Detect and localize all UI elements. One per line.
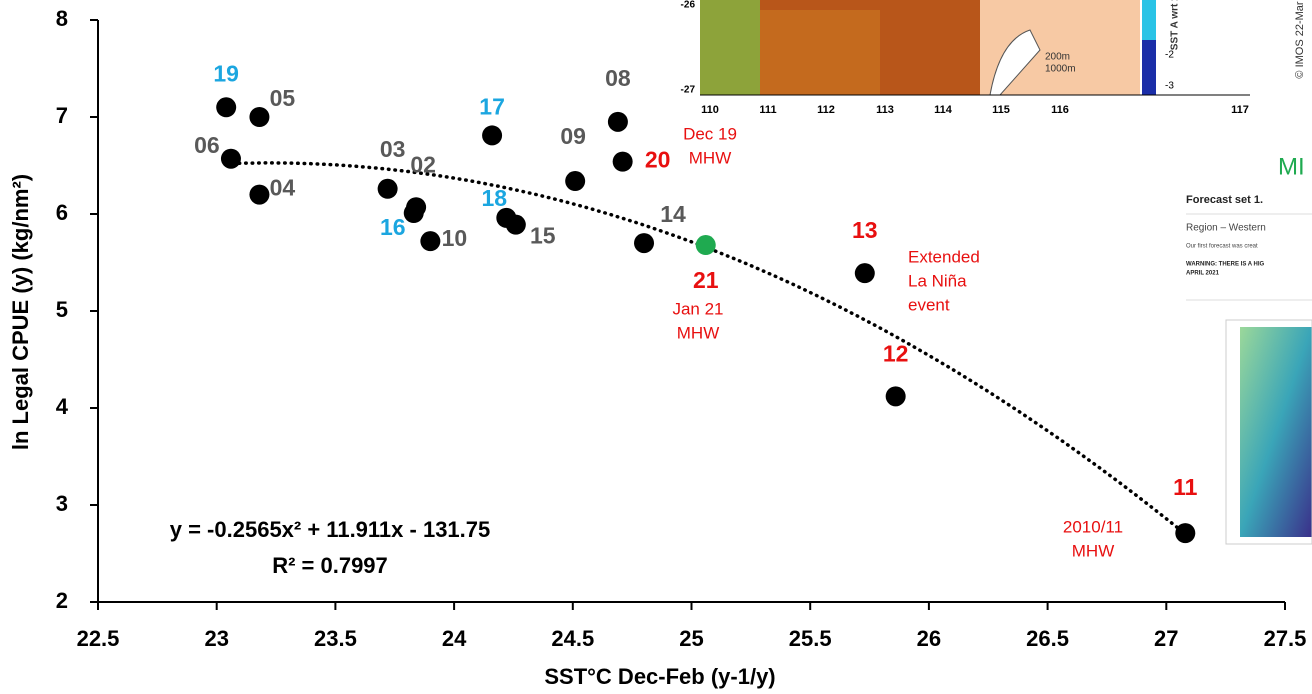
- point-label: 14: [660, 201, 686, 227]
- point-label: 09: [560, 123, 586, 149]
- forecast-title: Forecast set 1.: [1186, 194, 1263, 206]
- point: [482, 125, 502, 145]
- forecast-heading: MI: [1278, 153, 1305, 180]
- point-label: 21: [693, 267, 719, 293]
- y-axis-title: ln Legal CPUE (y) (kg/nm²): [8, 174, 33, 450]
- x-tick-label: 27: [1154, 626, 1178, 651]
- lon-label: 113: [876, 104, 894, 116]
- lat-label: -27: [681, 85, 696, 96]
- x-tick-label: 25: [679, 626, 703, 651]
- x-tick-label: 24: [442, 626, 467, 651]
- annotation: La Niña: [908, 271, 967, 290]
- y-tick-label: 2: [56, 588, 68, 613]
- point: [608, 112, 628, 132]
- point-label: 12: [883, 340, 909, 366]
- point-label: 17: [479, 94, 505, 120]
- point-label: 05: [270, 85, 296, 111]
- annotation: Dec 19: [683, 124, 737, 143]
- forecast-panel: MI Forecast set 1. Region – Western Our …: [1185, 150, 1312, 550]
- point-label: 08: [605, 65, 631, 91]
- point: [886, 386, 906, 406]
- trend-equation: y = -0.2565x² + 11.911x - 131.75: [170, 517, 491, 542]
- point: [249, 185, 269, 205]
- point: [404, 203, 424, 223]
- x-tick-label: 24.5: [551, 626, 594, 651]
- y-tick-label: 3: [56, 491, 68, 516]
- lon-label: 112: [817, 104, 835, 116]
- point-label: 11: [1173, 474, 1198, 500]
- trendline: [226, 163, 1185, 534]
- forecast-warning: WARNING: THERE IS A HIG: [1186, 262, 1265, 268]
- annotation: MHW: [689, 148, 731, 167]
- point: [378, 179, 398, 199]
- y-tick-label: 8: [56, 6, 68, 31]
- annotation: event: [908, 295, 950, 314]
- point-label: 13: [852, 217, 878, 243]
- lon-label: 111: [759, 104, 776, 116]
- map-inset: © IMOS 22-Mar SST A wrt 19 -2 -3 200m 10…: [650, 0, 1312, 125]
- forecast-intro: Our first forecast was creat: [1186, 244, 1258, 250]
- point-label: 06: [194, 132, 220, 158]
- point-label: 10: [442, 225, 468, 251]
- lon-label: 116: [1051, 104, 1069, 116]
- forecast-warning-date: APRIL 2021: [1186, 271, 1220, 277]
- x-tick-label: 23: [204, 626, 228, 651]
- point-label: 03: [380, 136, 406, 162]
- x-tick-label: 26: [917, 626, 941, 651]
- lon-label: 115: [992, 104, 1010, 116]
- point: [420, 231, 440, 251]
- point: [613, 152, 633, 172]
- point: [855, 263, 875, 283]
- colorbar-label: -2: [1165, 50, 1174, 61]
- x-tick-label: 26.5: [1026, 626, 1069, 651]
- annotation: Extended: [908, 247, 980, 266]
- colorbar-title: SST A wrt 19: [1170, 0, 1181, 50]
- point-label: 15: [530, 223, 556, 249]
- x-tick-label: 23.5: [314, 626, 357, 651]
- lon-label: 114: [934, 104, 953, 116]
- lon-label: 117: [1231, 104, 1249, 116]
- chart: © IMOS 22-Mar SST A wrt 19 -2 -3 200m 10…: [0, 0, 1312, 694]
- annotation: Jan 21: [672, 299, 723, 318]
- point: [565, 171, 585, 191]
- annotation: MHW: [677, 323, 719, 342]
- x-axis-title: SST°C Dec-Feb (y-1/y): [544, 664, 775, 689]
- annotation: 2010/11: [1063, 517, 1123, 536]
- point: [249, 107, 269, 127]
- trend-r-squared: R² = 0.7997: [272, 553, 388, 578]
- lat-label: -26: [681, 0, 696, 11]
- y-tick-label: 4: [56, 394, 69, 419]
- depth-label: 200m: [1045, 52, 1070, 63]
- x-tick-label: 22.5: [77, 626, 120, 651]
- point: [696, 235, 716, 255]
- point-label: 20: [645, 147, 671, 173]
- point: [506, 215, 526, 235]
- point-label: 04: [270, 175, 296, 201]
- point-label: 02: [410, 151, 436, 177]
- colorbar-label: -3: [1165, 81, 1174, 92]
- y-tick-label: 6: [56, 200, 68, 225]
- y-tick-label: 5: [56, 297, 68, 322]
- point-label: 16: [380, 214, 406, 240]
- x-tick-label: 27.5: [1264, 626, 1307, 651]
- point: [216, 97, 236, 117]
- depth-label: 1000m: [1045, 64, 1076, 75]
- point: [221, 149, 241, 169]
- point: [634, 233, 654, 253]
- annotation: MHW: [1072, 541, 1114, 560]
- y-tick-label: 7: [56, 103, 68, 128]
- lon-label: 110: [701, 104, 719, 116]
- point-label: 18: [482, 185, 508, 211]
- point: [1175, 523, 1195, 543]
- forecast-region: Region – Western: [1186, 223, 1266, 234]
- map-credit: © IMOS 22-Mar: [1294, 1, 1306, 79]
- x-tick-label: 25.5: [789, 626, 832, 651]
- point-label: 19: [213, 60, 239, 86]
